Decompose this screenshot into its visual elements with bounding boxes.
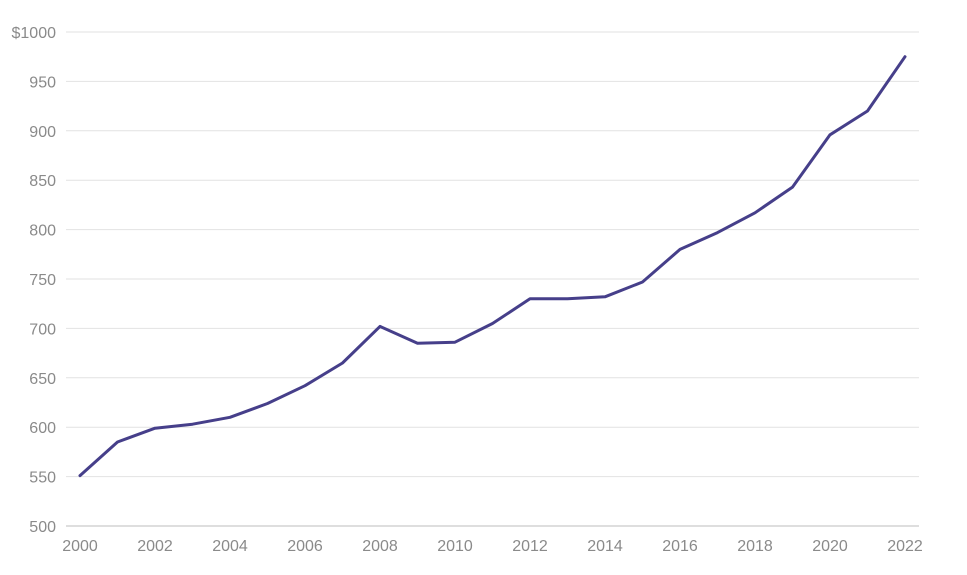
x-tick-label: 2008 (362, 538, 398, 555)
x-tick-label: 2016 (662, 538, 698, 555)
series-line (78, 55, 907, 478)
series-layer (78, 55, 907, 478)
x-tick-label: 2002 (137, 538, 173, 555)
x-tick-label: 2014 (587, 538, 623, 555)
x-tick-label: 2020 (812, 538, 848, 555)
y-tick-label: 550 (29, 470, 56, 487)
x-tick-label: 2010 (437, 538, 473, 555)
y-tick-label: 850 (29, 173, 56, 190)
y-tick-label: 600 (29, 420, 56, 437)
x-axis-tick-labels: 2000 2002 2004 2006 2008 2010 2012 2014 2016 2018… (62, 538, 923, 555)
y-tick-label: 800 (29, 223, 56, 240)
x-tick-label: 2022 (887, 538, 923, 555)
y-tick-label: 500 (29, 519, 56, 536)
x-tick-label: 2006 (287, 538, 323, 555)
x-tick-label: 2018 (737, 538, 773, 555)
y-tick-label: 900 (29, 124, 56, 141)
y-tick-label: $1000 (12, 25, 57, 42)
y-tick-label: 700 (29, 321, 56, 338)
y-tick-label: 950 (29, 74, 56, 91)
y-tick-label: 650 (29, 371, 56, 388)
x-tick-label: 2000 (62, 538, 98, 555)
gridlines (66, 31, 919, 527)
y-tick-label: 750 (29, 272, 56, 289)
y-axis-tick-labels: 500 550 600 650 700 750 800 850 900 950 $1000 (12, 25, 57, 536)
x-tick-label: 2012 (512, 538, 548, 555)
x-tick-label: 2004 (212, 538, 248, 555)
